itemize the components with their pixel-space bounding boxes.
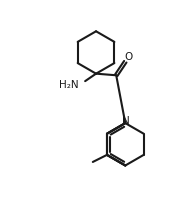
Text: N: N — [122, 117, 130, 127]
Text: H₂N: H₂N — [59, 80, 79, 90]
Text: O: O — [124, 52, 132, 62]
